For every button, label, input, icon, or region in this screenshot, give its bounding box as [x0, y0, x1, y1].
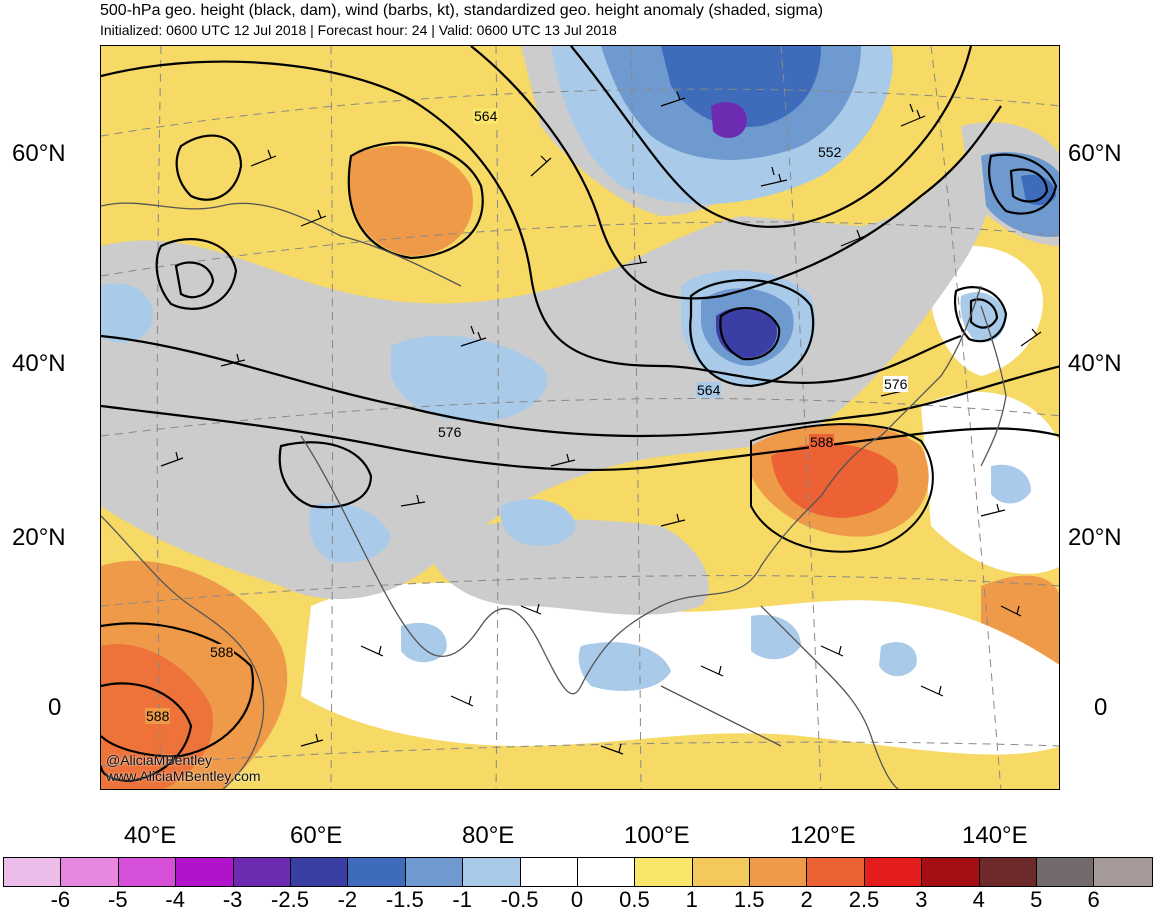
- lat-label-right: 40°N: [1068, 350, 1122, 377]
- contour-label: 588: [809, 434, 835, 450]
- colorbar-swatch: [290, 858, 349, 886]
- colorbar-tick-label: 2: [800, 887, 813, 912]
- colorbar-swatch: [864, 858, 923, 886]
- colorbar-swatch: [1037, 858, 1095, 886]
- map-subtitle: Initialized: 0600 UTC 12 Jul 2018 | Fore…: [100, 22, 617, 38]
- contour-label: 576: [883, 376, 909, 392]
- colorbar-tick-label: 0: [570, 887, 584, 912]
- anomaly-low-okhotsk: [981, 152, 1059, 237]
- map-title: 500-hPa geo. height (black, dam), wind (…: [100, 2, 824, 19]
- watermark-handle: @AliciaMBentley: [106, 752, 213, 768]
- colorbar-tick-label: -3: [222, 887, 243, 912]
- lon-label: 140°E: [962, 822, 1028, 849]
- colorbar-swatch: [118, 858, 177, 886]
- colorbar-swatch: [405, 858, 464, 886]
- anomaly-peak-china: [771, 443, 899, 518]
- colorbar-swatch: [635, 858, 693, 886]
- contour-label: 576: [437, 424, 463, 440]
- lon-label: 60°E: [290, 822, 343, 849]
- colorbar-swatch: [922, 858, 980, 886]
- lon-label: 100°E: [624, 822, 690, 849]
- anomaly-low-kazakhstan: [391, 335, 548, 422]
- graticule: [101, 46, 1059, 789]
- colorbar-tick-label: 0.5: [619, 887, 650, 912]
- colorbar-swatch: [4, 858, 62, 886]
- colorbar-tick-label: 5: [1030, 887, 1043, 912]
- contour-label: 588: [145, 708, 171, 724]
- colorbar-tick-label: 1.5: [733, 887, 765, 912]
- neutral-region-indian-ocean: [301, 582, 1059, 755]
- colorbar-tick-label: -0.5: [500, 887, 539, 912]
- colorbar-tick-label: 6: [1087, 887, 1100, 912]
- coastlines: [101, 202, 1007, 789]
- colorbar-tick-label: 1: [685, 887, 698, 912]
- watermark-url: www.AliciaMBentley.com: [106, 768, 261, 784]
- colorbar-tick-label: -5: [108, 887, 128, 912]
- colorbar-swatch: [176, 858, 234, 886]
- colorbar-swatch: [61, 858, 119, 886]
- map-panel: 564 552 564 576 576 588 588 588: [100, 45, 1060, 790]
- lat-label-right: 60°N: [1068, 140, 1122, 167]
- neutral-region-japan: [921, 392, 1059, 574]
- lon-label: 40°E: [124, 822, 177, 849]
- colorbar-swatch: [1094, 858, 1152, 886]
- contour-label: 564: [696, 382, 722, 398]
- colorbar-swatch: [979, 858, 1038, 886]
- contour-label: 588: [209, 644, 235, 660]
- colorbar-tick-label: -6: [50, 887, 71, 912]
- colorbar-swatch: [233, 858, 291, 886]
- colorbar-swatch: [577, 858, 636, 886]
- colorbar-swatch: [807, 858, 865, 886]
- colorbar-tick-label: -4: [165, 887, 185, 912]
- anomaly-map: [101, 46, 1059, 789]
- colorbar-tick-label: 2.5: [848, 887, 880, 912]
- colorbar-swatch: [463, 858, 521, 886]
- anomaly-high-urals: [349, 146, 473, 256]
- colorbar-swatch: [520, 858, 578, 886]
- lat-label-left: 0: [48, 694, 62, 721]
- colorbar-swatch: [348, 858, 406, 886]
- lat-label-left: 40°N: [12, 350, 66, 377]
- lon-label: 80°E: [462, 822, 515, 849]
- contour-label: 552: [817, 144, 843, 160]
- colorbar-tick-label: -1: [452, 887, 472, 912]
- colorbar-tick-label: -2.5: [271, 887, 309, 912]
- neutral-grey-region-eurasia: [101, 136, 995, 600]
- lat-label-left: 60°N: [12, 140, 66, 167]
- lon-label: 120°E: [790, 822, 856, 849]
- contour-label: 564: [473, 108, 499, 124]
- colorbar: [3, 857, 1153, 887]
- colorbar-tick-label: 4: [972, 887, 985, 912]
- height-contours: [101, 46, 1059, 783]
- lat-label-left: 20°N: [12, 524, 66, 551]
- colorbar-tick-label: 3: [915, 887, 928, 912]
- colorbar-swatch: [750, 858, 808, 886]
- lat-label-right: 20°N: [1068, 524, 1122, 551]
- colorbar-tick-label: -1.5: [385, 887, 424, 912]
- colorbar-swatch: [692, 858, 751, 886]
- lat-label-right: 0: [1094, 694, 1108, 721]
- colorbar-tick-label: -2: [337, 887, 358, 912]
